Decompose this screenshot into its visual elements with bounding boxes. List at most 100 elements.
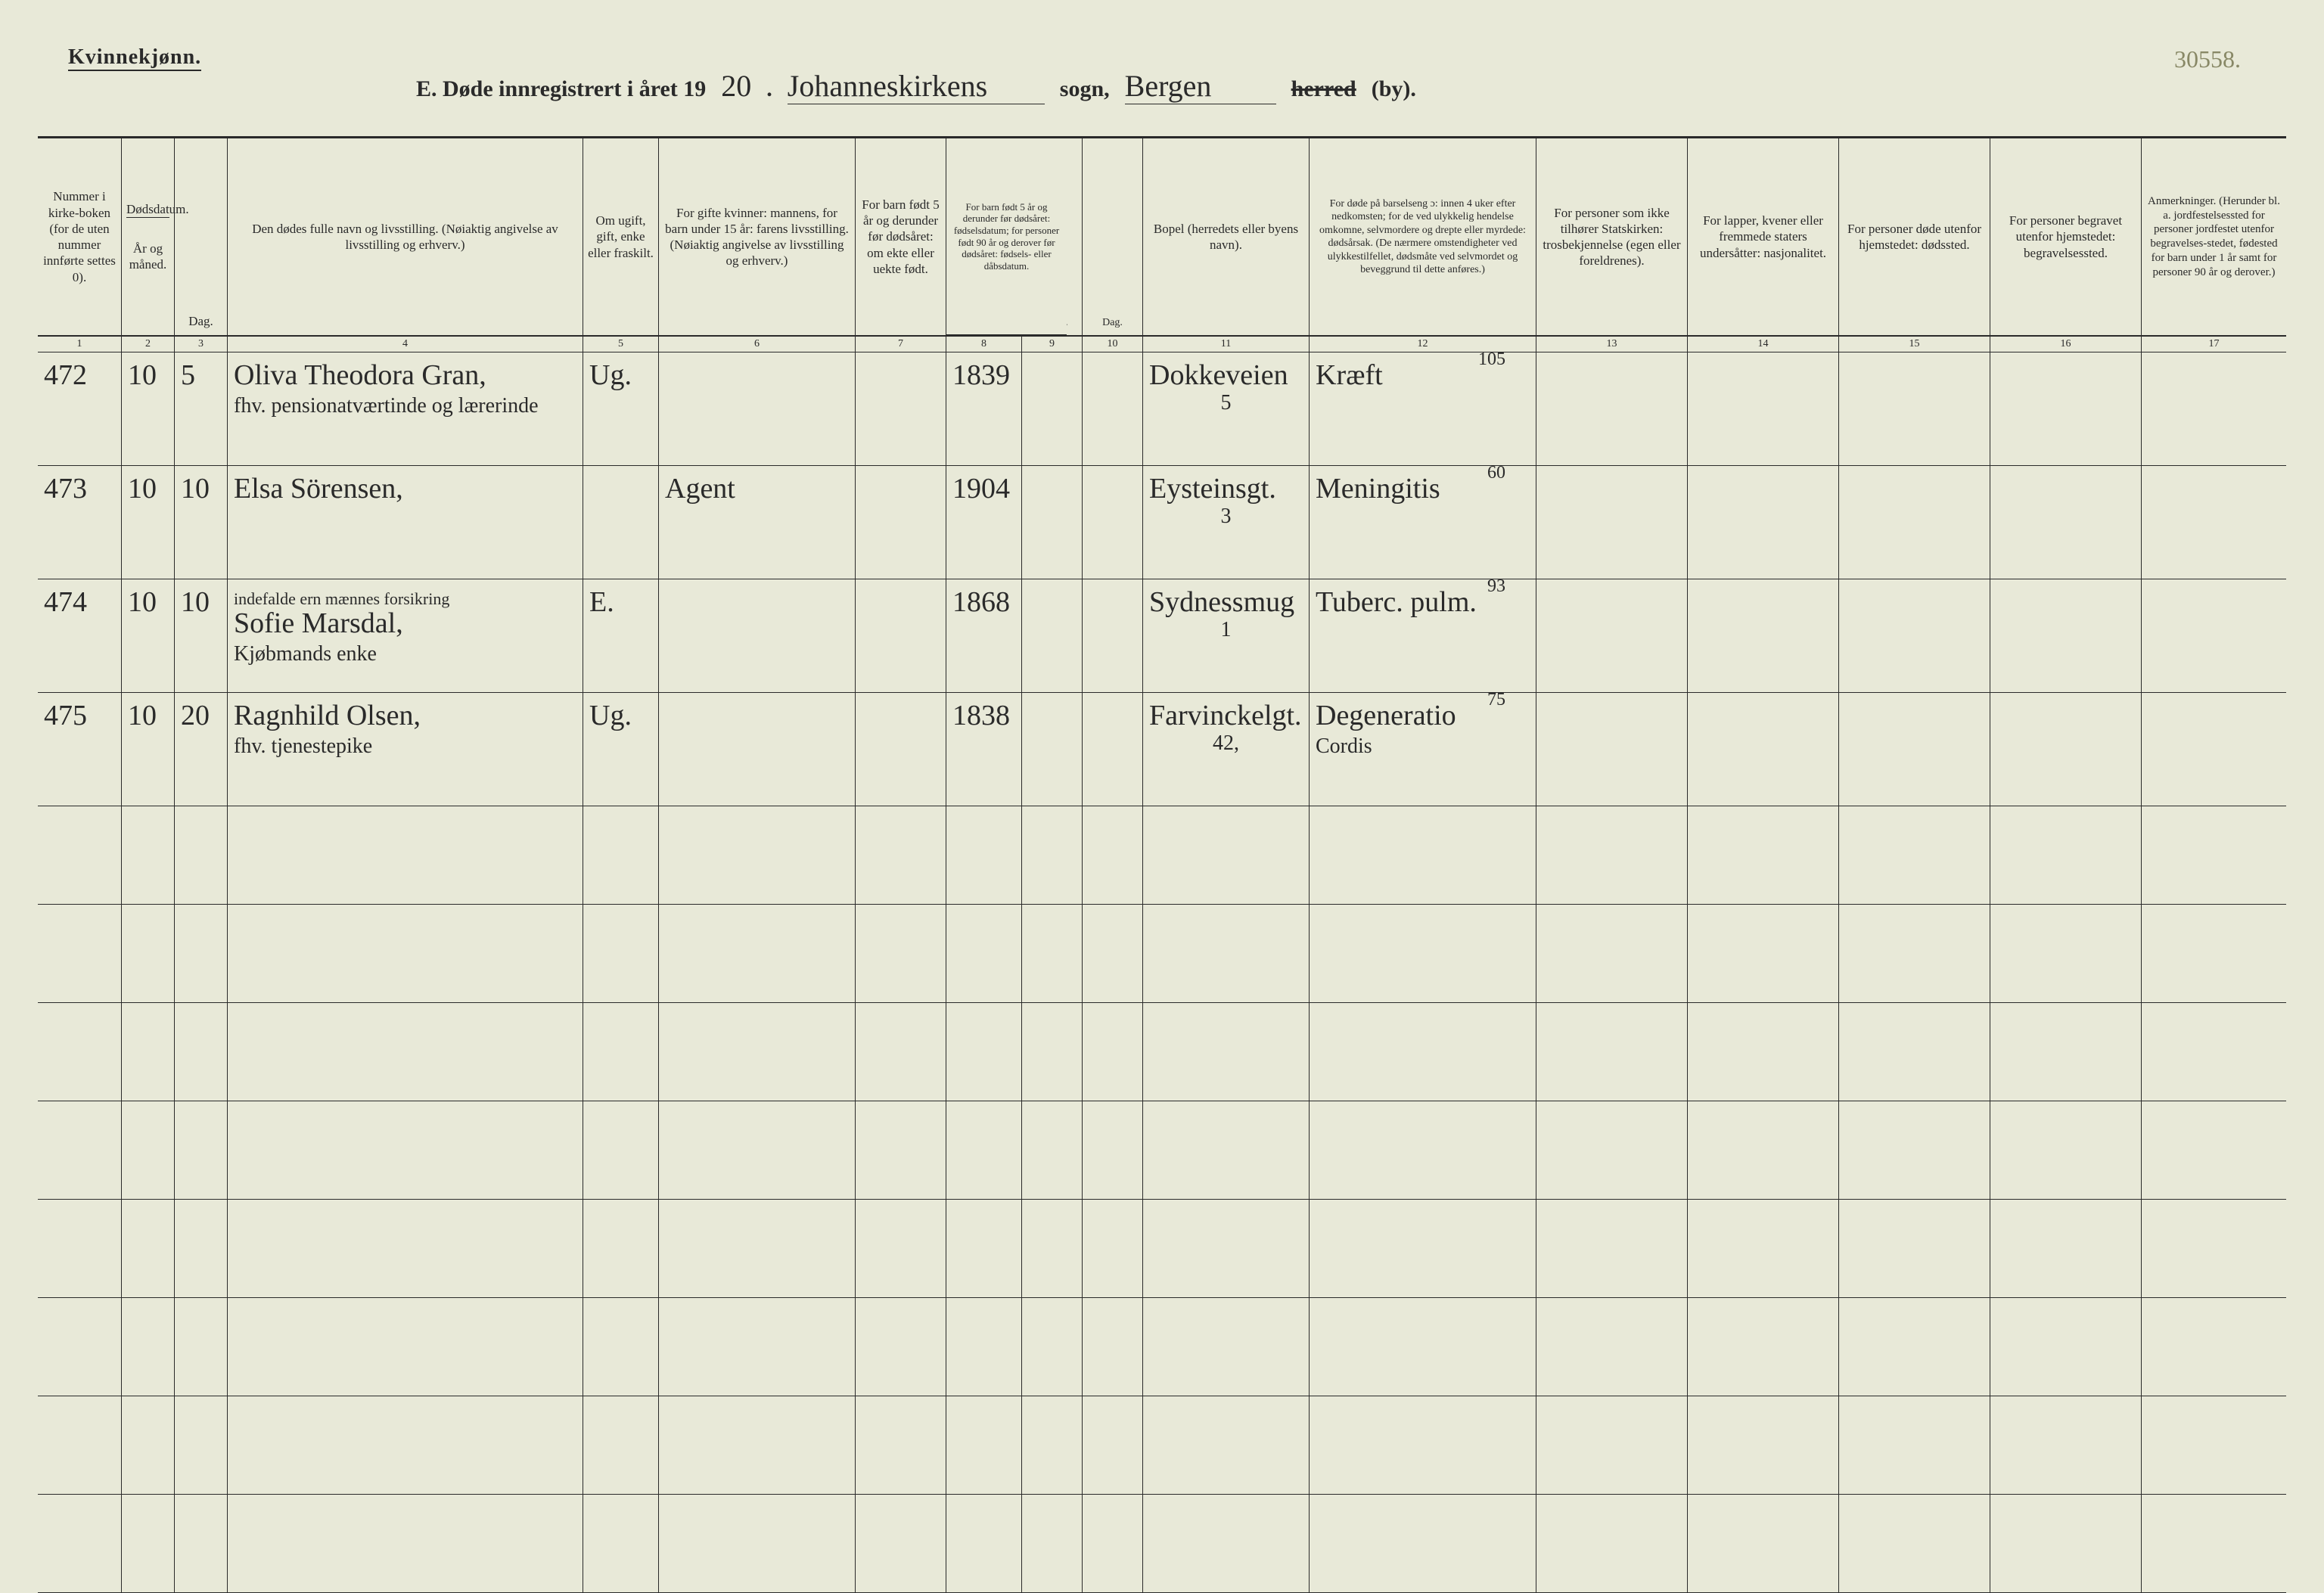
cell (1687, 352, 1838, 465)
parish-label: sogn, (1060, 76, 1110, 102)
cell-empty (1838, 1003, 1990, 1101)
cell-empty (121, 1101, 174, 1199)
cell-empty (1082, 806, 1142, 904)
colnum-16: 16 (1990, 337, 2141, 352)
cell: 105Kræft (1309, 352, 1536, 465)
colnum-13: 13 (1536, 337, 1687, 352)
cell-empty (1142, 1495, 1309, 1592)
cell: 60Meningitis (1309, 466, 1536, 579)
cell: 10 (121, 579, 174, 692)
cell: 5 (174, 352, 227, 465)
cell-empty (38, 1003, 121, 1101)
cell-empty (38, 1298, 121, 1396)
cell-empty (1687, 1298, 1838, 1396)
cell-empty (1838, 1396, 1990, 1494)
cell-address-no: 42, (1149, 732, 1303, 756)
cell-empty (2141, 1101, 2286, 1199)
cell-empty (1838, 1495, 1990, 1592)
cell-empty (227, 1003, 583, 1101)
cell-empty (946, 1396, 1021, 1494)
cell-empty (855, 905, 946, 1002)
cell-empty (1309, 1003, 1536, 1101)
cell-empty (1687, 806, 1838, 904)
cell: Dokkeveien5 (1142, 352, 1309, 465)
colnum-17: 17 (2141, 337, 2286, 352)
cell-empty (855, 1396, 946, 1494)
col-1-header: Nummer i kirke-boken (for de uten nummer… (38, 138, 121, 335)
cell-empty (38, 1495, 121, 1592)
cell: 20 (174, 693, 227, 806)
cell: Sydnessmug1 (1142, 579, 1309, 692)
cell: Elsa Sörensen, (227, 466, 583, 579)
cell (1536, 466, 1687, 579)
cell-empty (1838, 1200, 1990, 1297)
cell-age-note: 93 (1487, 576, 1505, 596)
cell-empty (121, 1495, 174, 1592)
cell-empty (1309, 905, 1536, 1002)
cell-age-note: 60 (1487, 463, 1505, 483)
cell-address-no: 5 (1149, 392, 1303, 415)
cell-empty (2141, 1495, 2286, 1592)
cell: 10 (121, 352, 174, 465)
colnum-3: 3 (174, 337, 227, 352)
cell-empty (1021, 1396, 1082, 1494)
cell-cause: Tuberc. pulm. (1316, 586, 1477, 618)
cell: Agent (658, 466, 855, 579)
cell-empty (946, 1298, 1021, 1396)
colnum-15: 15 (1838, 337, 1990, 352)
cell: 1868 (946, 579, 1021, 692)
cell (1838, 466, 1990, 579)
cell-address: Sydnessmug (1149, 586, 1294, 618)
cell (1838, 579, 1990, 692)
cell (1021, 466, 1082, 579)
cell (855, 693, 946, 806)
cell (583, 466, 658, 579)
cell-empty (1082, 905, 1142, 1002)
cell-empty (583, 1003, 658, 1101)
title-line: E. Døde innregistrert i året 1920 . Joha… (416, 68, 2211, 104)
cell: indefalde ern mænnes forsikringSofie Mar… (227, 579, 583, 692)
colnum-10: 10 (1082, 337, 1142, 352)
table-row: 4731010Elsa Sörensen,Agent1904Eysteinsgt… (38, 466, 2286, 579)
colnum-14: 14 (1687, 337, 1838, 352)
cell (1990, 352, 2141, 465)
cell (1082, 466, 1142, 579)
cell-empty (855, 1101, 946, 1199)
cell (1990, 466, 2141, 579)
col-16-header: For personer begravet utenfor hjemstedet… (1990, 138, 2141, 335)
colnum-5: 5 (583, 337, 658, 352)
cell: 475 (38, 693, 121, 806)
barn5-group-label: For barn født 5 år og derunder før dødså… (946, 138, 1067, 335)
cell-empty (1082, 1101, 1142, 1199)
cell-address: Eysteinsgt. (1149, 473, 1276, 505)
cell (1687, 693, 1838, 806)
cell-empty (174, 806, 227, 904)
cell-name-sub: fhv. tjenestepike (234, 735, 576, 759)
cell: 472 (38, 352, 121, 465)
cell (1082, 693, 1142, 806)
cell-empty (1309, 806, 1536, 904)
cell-empty (1687, 1396, 1838, 1494)
cell-empty (121, 1003, 174, 1101)
cell-address-no: 1 (1149, 619, 1303, 642)
cell-address: Dokkeveien (1149, 359, 1288, 391)
col-10-header: Dag. (1082, 138, 1142, 335)
cell-empty (1021, 1101, 1082, 1199)
ledger-table: Nummer i kirke-boken (for de uten nummer… (38, 136, 2286, 1593)
cell-cause: Kræft (1316, 359, 1383, 391)
col-7-header: For barn født 5 år og derunder før dødså… (855, 138, 946, 335)
colnum-1: 1 (38, 337, 121, 352)
cell-empty (38, 1101, 121, 1199)
cell: 1838 (946, 693, 1021, 806)
col-17-header: Anmerkninger. (Herunder bl. a. jordfeste… (2141, 138, 2286, 335)
col-3-sub: Dag. (179, 313, 222, 329)
page-number: 30558. (2174, 45, 2241, 73)
cell-empty (658, 1396, 855, 1494)
cell-empty (658, 1101, 855, 1199)
cell (2141, 466, 2286, 579)
col-15-header: For personer døde utenfor hjemstedet: dø… (1838, 138, 1990, 335)
cell-name: Sofie Marsdal, (234, 607, 403, 639)
table-row-empty (38, 1298, 2286, 1396)
colnum-9: 9 (1021, 337, 1082, 352)
cell: Ragnhild Olsen,fhv. tjenestepike (227, 693, 583, 806)
